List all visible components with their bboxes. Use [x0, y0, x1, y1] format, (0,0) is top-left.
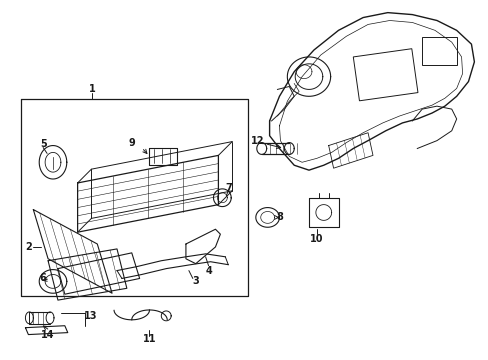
Text: 10: 10: [309, 234, 323, 244]
Text: 6: 6: [40, 274, 46, 283]
Bar: [421, 37, 456, 65]
Text: 2: 2: [25, 242, 32, 252]
Text: 12: 12: [250, 136, 264, 145]
Text: 4: 4: [205, 266, 211, 276]
Text: 14: 14: [41, 329, 55, 339]
Text: 3: 3: [192, 276, 199, 287]
Text: 11: 11: [142, 334, 156, 345]
Text: 8: 8: [275, 212, 283, 222]
Text: 7: 7: [224, 183, 231, 193]
Text: 1: 1: [89, 84, 96, 94]
Bar: [352, 49, 417, 101]
Text: 5: 5: [40, 139, 46, 149]
Text: 9: 9: [128, 138, 135, 148]
Text: 13: 13: [83, 311, 97, 321]
